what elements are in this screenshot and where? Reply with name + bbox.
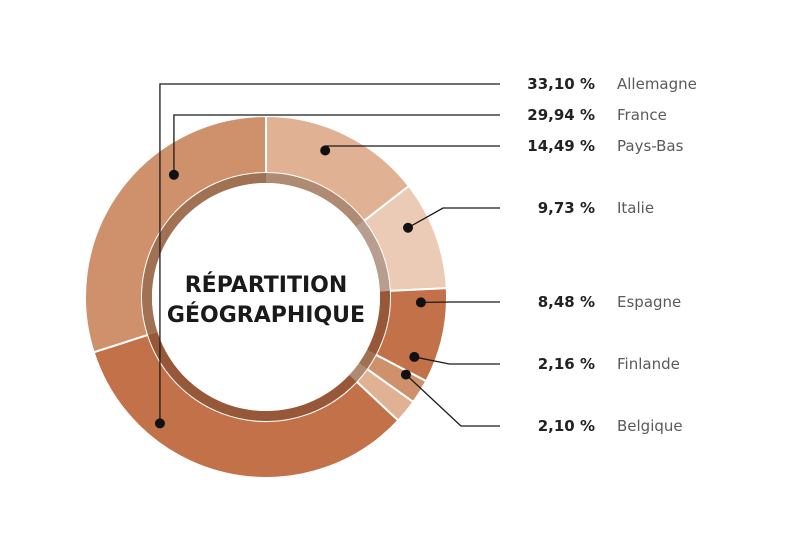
value-label-espagne: 8,48 % — [538, 293, 595, 311]
leader-line-finlande — [414, 356, 500, 365]
leader-dot-belgique — [400, 369, 411, 380]
country-label-pays-bas: Pays-Bas — [617, 137, 684, 155]
leader-dot-finlande — [409, 351, 420, 362]
leader-dot-italie — [403, 222, 414, 233]
country-label-finlande: Finlande — [617, 355, 680, 373]
leader-line-allemagne — [159, 83, 500, 424]
ring-segment-pays-bas — [266, 173, 364, 228]
inner-ring — [141, 173, 390, 422]
country-label-italie: Italie — [617, 199, 654, 217]
leader-dot-france — [168, 169, 179, 180]
leader-line-belgique — [405, 374, 500, 427]
ring-segment-espagne — [366, 290, 390, 355]
donut-hole — [152, 183, 380, 411]
leader-lines — [154, 83, 500, 429]
country-label-espagne: Espagne — [617, 293, 681, 311]
ring-segment-belgique — [349, 363, 367, 382]
leader-line-italie — [407, 207, 500, 229]
value-label-belgique: 2,10 % — [538, 417, 595, 435]
country-label-belgique: Belgique — [617, 417, 683, 435]
slice-labels: 33,10 % Allemagne 29,94 % France 14,49 % Pays… — [527, 75, 697, 435]
ring-segment-italie — [356, 220, 390, 292]
value-label-italie: 9,73 % — [538, 199, 595, 217]
chart-title-line-1: RÉPARTITION — [185, 272, 348, 298]
leader-dot-espagne — [415, 297, 426, 308]
value-label-allemagne: 33,10 % — [527, 75, 595, 93]
leader-line-france — [173, 114, 500, 175]
chart-title-line-2: GÉOGRAPHIQUE — [167, 302, 365, 328]
value-label-france: 29,94 % — [527, 106, 595, 124]
country-label-france: France — [617, 106, 667, 124]
value-label-pays-bas: 14,49 % — [527, 137, 595, 155]
country-label-allemagne: Allemagne — [617, 75, 697, 93]
leader-dot-allemagne — [154, 418, 165, 429]
ring-segment-allemagne — [147, 331, 357, 422]
ring-segment-finlande — [358, 350, 376, 370]
value-label-finlande: 2,16 % — [538, 355, 595, 373]
leader-dot-pays-bas — [320, 145, 331, 156]
